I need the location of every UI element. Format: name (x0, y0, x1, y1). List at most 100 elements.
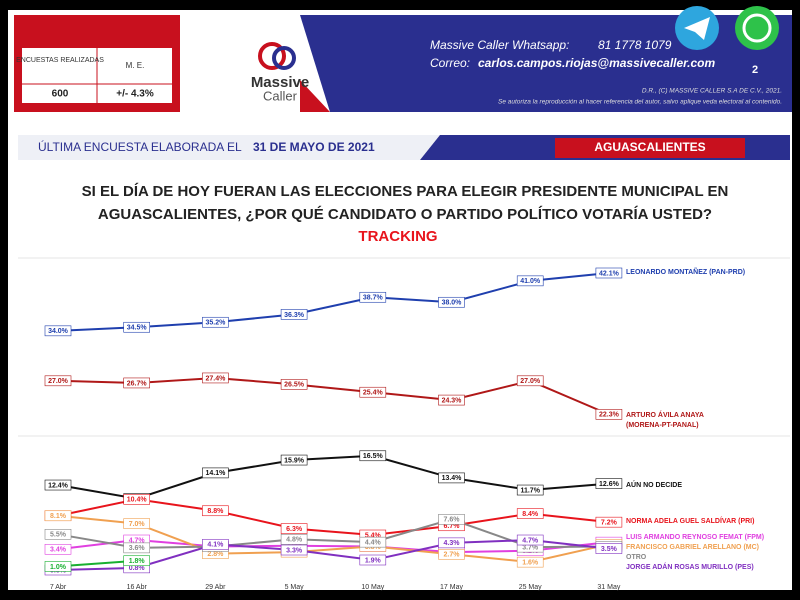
value-label: 38.0% (442, 300, 463, 307)
value-label: 26.7% (127, 380, 148, 387)
value-label: 3.3% (286, 547, 303, 554)
value-label: 8.4% (522, 511, 539, 518)
value-label: 16.5% (363, 453, 384, 460)
value-label-box (202, 467, 229, 479)
value-label: 3.5% (601, 546, 618, 553)
value-label: 13.4% (442, 475, 463, 482)
value-label-box (516, 508, 544, 519)
value-label-box (359, 291, 387, 303)
value-label-box (595, 516, 623, 528)
legend-entry: FRANCISCO GABRIEL ARELLANO (MC) (626, 544, 759, 551)
value-label-box (438, 537, 465, 549)
value-label-box (123, 555, 150, 567)
value-label: 34.5% (127, 325, 148, 332)
value-label-box (438, 472, 465, 484)
logo-mark (258, 42, 286, 70)
value-label: 6.3% (286, 526, 303, 533)
value-label-box (44, 325, 72, 337)
value-label: 34.0% (48, 328, 69, 335)
banner-prefix: ÚLTIMA ENCUESTA ELABORADA EL (38, 139, 242, 154)
legend-entry: LUIS ARMANDO REYNOSO FEMAT (FPM) (626, 534, 765, 541)
chart-subtitle: TRACKING (358, 228, 437, 245)
value-label: 15.9% (284, 457, 305, 464)
value-label-box (516, 275, 544, 287)
me-label: M. E. (126, 61, 145, 70)
x-tick-label: 10 May (361, 584, 384, 591)
value-label-box (359, 386, 387, 398)
notice: Se autoriza la reproducción al hacer ref… (498, 99, 782, 106)
value-label: 26.5% (284, 382, 305, 389)
value-label: 12.4% (48, 482, 69, 489)
x-tick-label: 17 May (440, 584, 463, 591)
value-label-box (438, 296, 465, 308)
value-label: 11.7% (520, 487, 540, 494)
value-label-box (123, 518, 150, 529)
logo-mark (272, 46, 296, 70)
logo-text: Massive (251, 74, 309, 91)
x-tick-label: 29 Abr (205, 584, 226, 591)
value-label: 4.3% (444, 540, 461, 547)
header-blue (300, 15, 792, 112)
banner-date: 31 DE MAYO DE 2021 (253, 140, 375, 154)
value-label-box (202, 538, 229, 550)
value-label: 27.0% (520, 378, 541, 385)
value-label: 4.4% (365, 540, 382, 547)
value-label-box (44, 479, 72, 491)
value-label: 4.1% (207, 542, 224, 549)
value-label: 14.1% (205, 470, 226, 477)
value-label: 4.8% (286, 537, 303, 544)
value-label-box (44, 543, 72, 555)
value-label: 3.7% (522, 544, 539, 551)
value-label-box (516, 556, 544, 568)
value-label-box (438, 548, 465, 560)
value-label-box (359, 536, 387, 548)
value-label-box (595, 409, 623, 420)
banner-left (18, 135, 440, 160)
value-label: 1.6% (522, 559, 539, 566)
legend-entry: AÚN NO DECIDE (626, 482, 683, 489)
copyright: D.R., (C) MASSIVE CALLER S.A DE C.V., 20… (642, 88, 782, 95)
state-box (555, 138, 745, 158)
value-label: 38.7% (363, 295, 384, 302)
value-label-box (280, 544, 308, 556)
legend-entry: ARTURO ÁVILA ANAYA (MORENA-PT-PANAL) (626, 412, 704, 429)
value-label: 8.1% (50, 513, 67, 520)
value-label-box (202, 505, 229, 517)
legend-entry: LEONARDO MONTAÑEZ (PAN-PRD) (626, 269, 746, 276)
page-number: 2 (752, 64, 758, 76)
value-label-box (280, 454, 308, 466)
value-label-box (359, 450, 387, 462)
value-label: 2.8% (207, 551, 224, 558)
x-tick-label: 7 Abr (50, 584, 67, 591)
value-label: 10.4% (127, 497, 148, 504)
value-label-box (44, 529, 72, 540)
value-label-box (595, 543, 623, 554)
whatsapp-icon (735, 6, 779, 50)
value-label: 3.4% (50, 547, 67, 554)
value-label: 12.6% (599, 481, 620, 488)
value-label-box (595, 478, 623, 489)
value-label-box (595, 267, 623, 279)
value-label-box (516, 484, 544, 496)
value-label: 1.0% (50, 564, 67, 571)
value-label: 8.8% (207, 508, 224, 515)
whatsapp: 81 1778 1079 (598, 38, 672, 52)
value-label-box (280, 309, 308, 320)
value-label-box (516, 534, 544, 546)
logo-text: Caller (263, 88, 298, 103)
value-label-box (280, 523, 308, 534)
value-label-box (44, 510, 72, 522)
email-label: Correo: (430, 56, 470, 70)
email: carlos.campos.riojas@massivecaller.com (478, 56, 716, 70)
value-label: 1.9% (365, 557, 382, 564)
value-label: 5.5% (50, 532, 67, 539)
value-label-box (202, 372, 229, 384)
x-tick-label: 31 May (597, 584, 620, 591)
me: +/- 4.3% (116, 89, 154, 100)
header-accent (300, 80, 330, 112)
value-label: 4.7% (129, 537, 146, 544)
legend-entry: JORGE ADÁN ROSAS MURILLO (PES) (626, 564, 754, 571)
value-label-box (280, 534, 308, 545)
